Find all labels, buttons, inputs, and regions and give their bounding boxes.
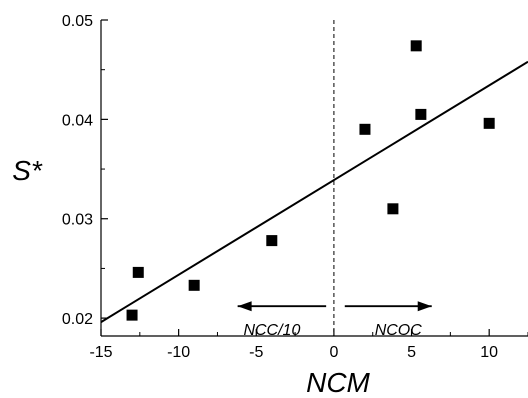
annotation-label: NCC/10 bbox=[243, 322, 300, 339]
y-tick-label: 0.04 bbox=[62, 112, 93, 129]
data-point bbox=[483, 117, 495, 129]
x-tick-label: 5 bbox=[407, 344, 416, 361]
x-tick-label: 0 bbox=[329, 344, 338, 361]
data-point bbox=[266, 235, 278, 247]
data-point bbox=[188, 279, 200, 291]
data-point bbox=[359, 123, 371, 135]
fit-line-group bbox=[100, 60, 528, 323]
annotation-arrow-head bbox=[417, 301, 432, 312]
axes: -15 -10 -5 0 5 10 0.02 0.03 0.04 0.05 bbox=[62, 13, 528, 361]
annotation-arrow-head bbox=[237, 301, 252, 312]
y-tick-label: 0.02 bbox=[62, 311, 93, 328]
data-point bbox=[126, 309, 138, 321]
data-point bbox=[132, 266, 144, 278]
y-axis-title: S* bbox=[12, 155, 43, 186]
annotations: NCC/10 NCOC bbox=[237, 301, 432, 339]
y-tick-label: 0.05 bbox=[62, 13, 93, 30]
data-point bbox=[387, 203, 399, 215]
data-points bbox=[126, 40, 495, 321]
y-tick-label: 0.03 bbox=[62, 212, 93, 229]
fit-line bbox=[100, 60, 528, 323]
data-point bbox=[410, 40, 422, 52]
annotation-label: NCOC bbox=[375, 322, 423, 339]
x-tick-label: -5 bbox=[249, 344, 263, 361]
x-axis-title: NCM bbox=[306, 367, 370, 398]
x-tick-label: -15 bbox=[89, 344, 112, 361]
x-tick-label: 10 bbox=[480, 344, 498, 361]
x-tick-label: -10 bbox=[167, 344, 190, 361]
data-point bbox=[415, 108, 427, 120]
